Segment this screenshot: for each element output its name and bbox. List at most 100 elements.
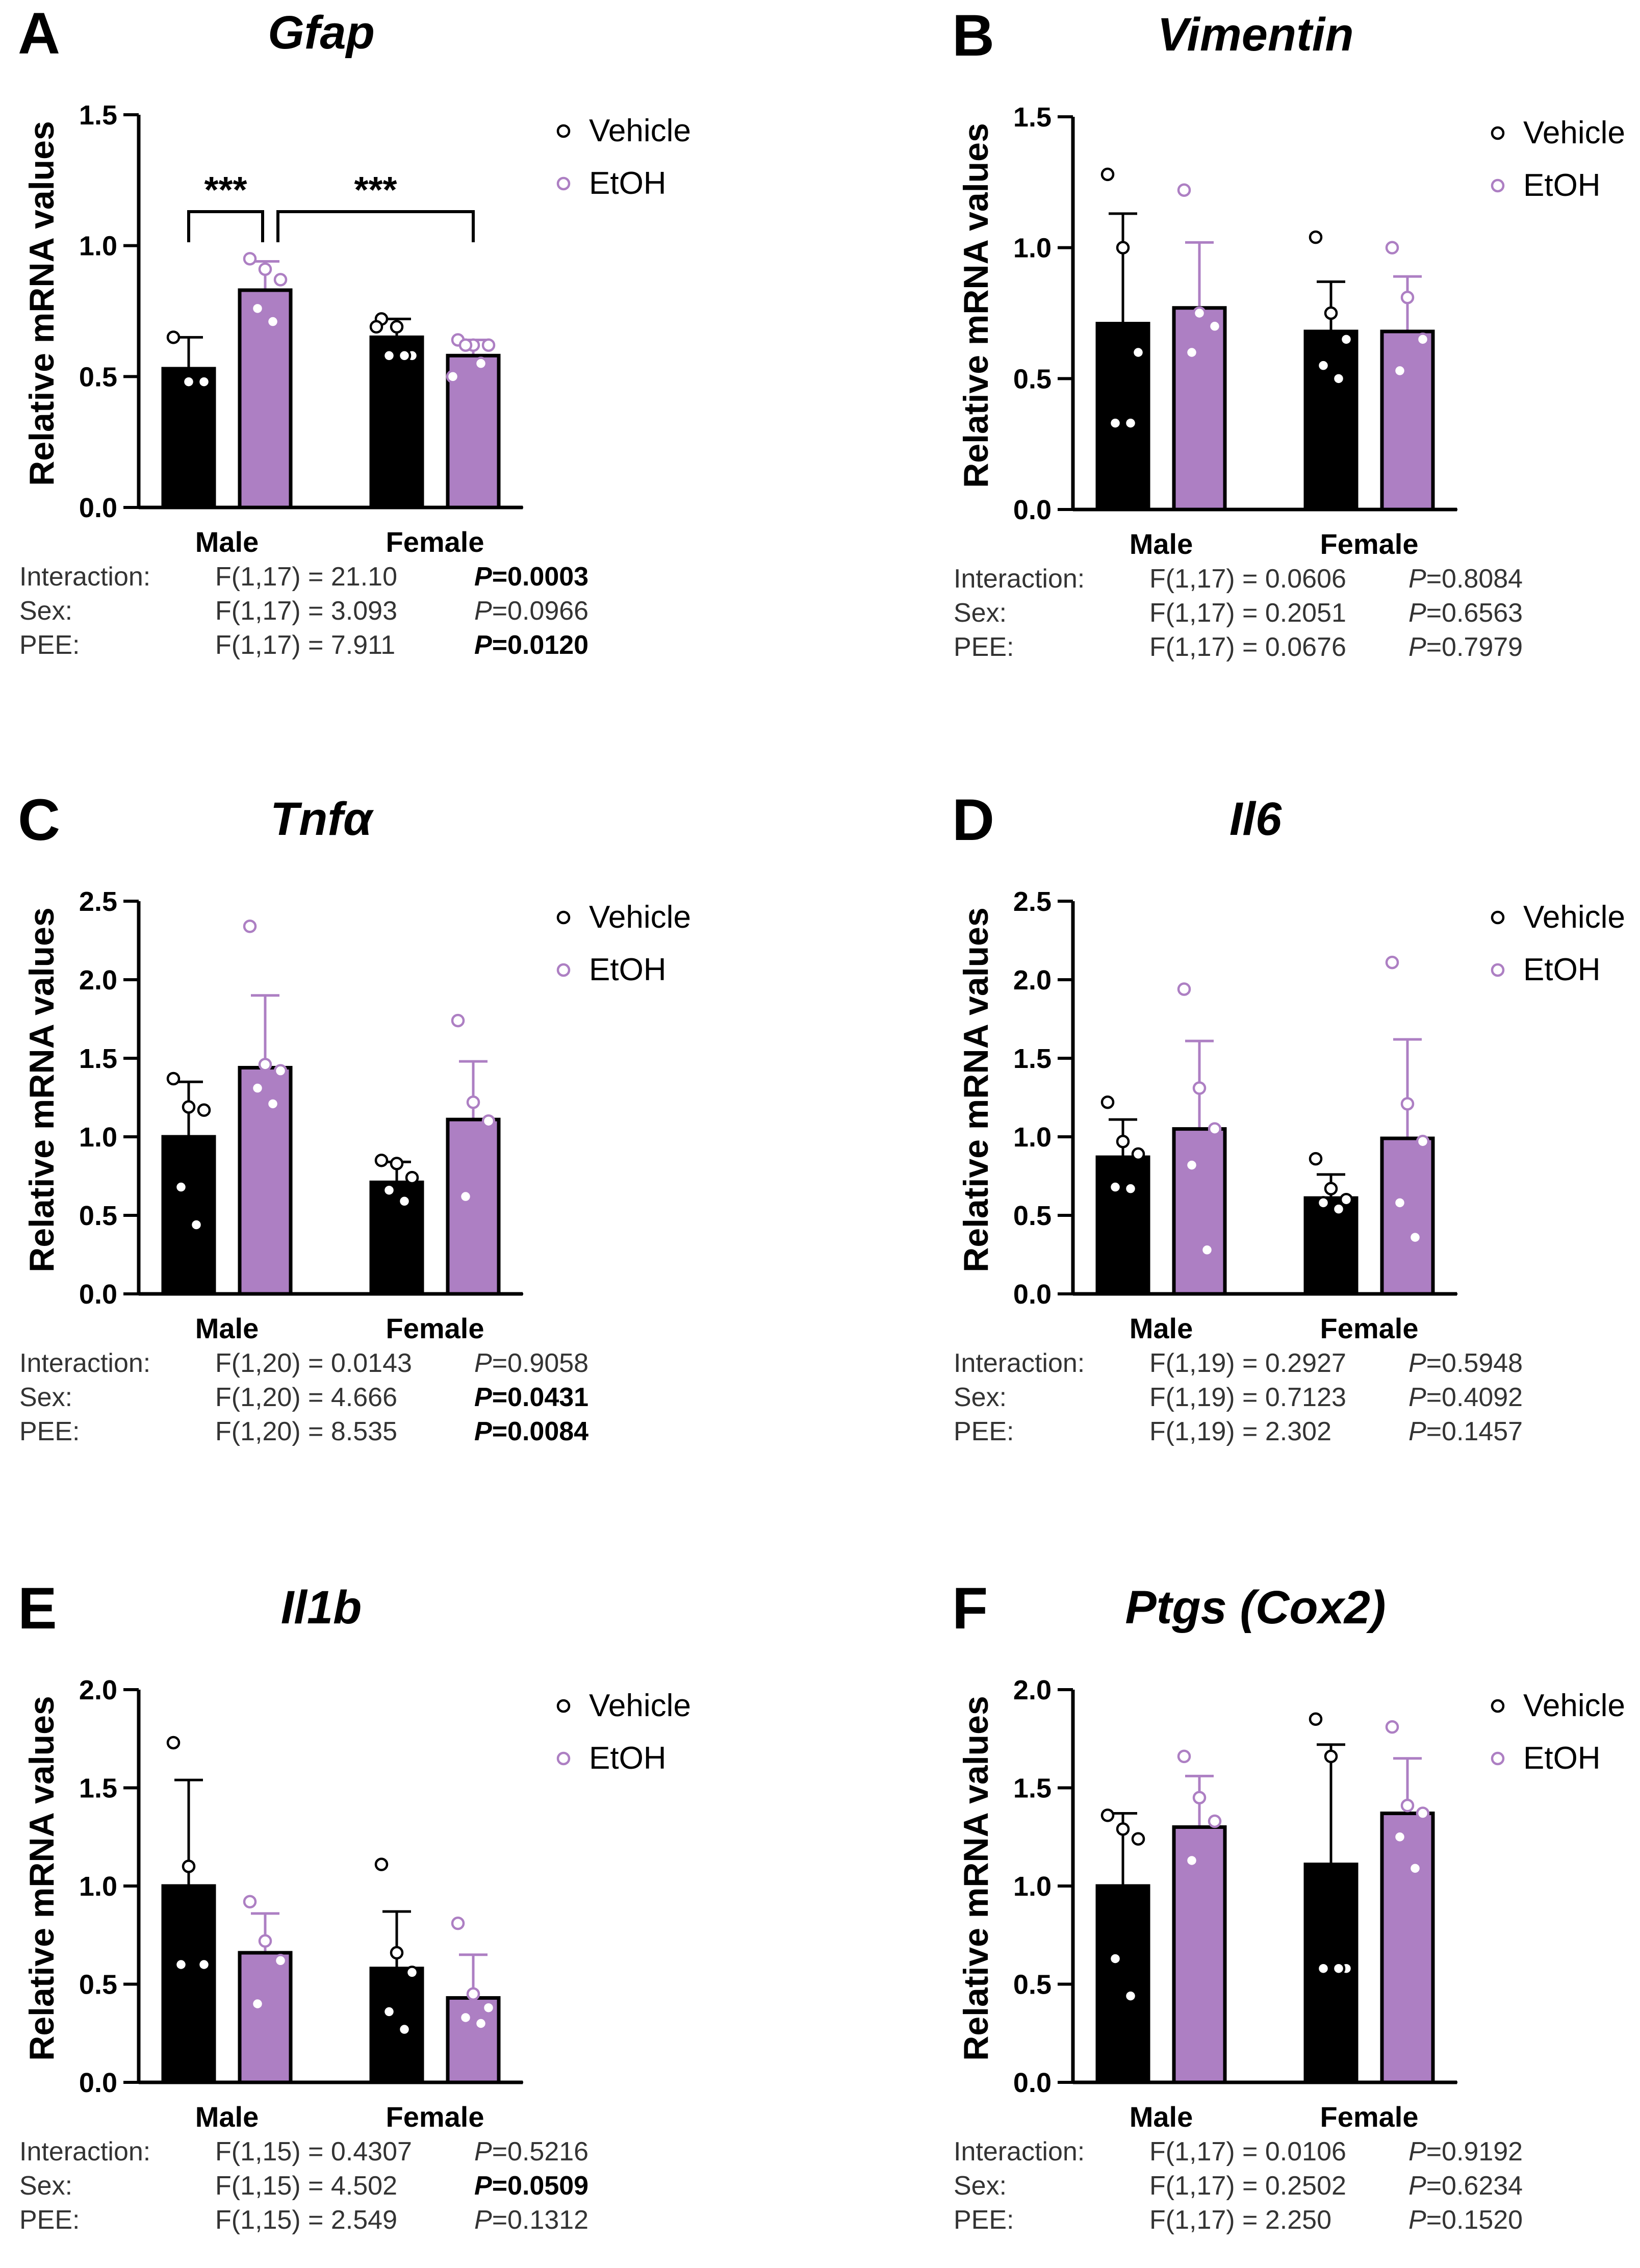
y-tick-label: 2.0: [79, 965, 117, 996]
panel-b: B Vimentin Relative mRNA values 0.0 0.5 1.0 1.…: [952, 3, 1625, 662]
legend-etoh-marker: [556, 1751, 571, 1766]
x-group-label: Male: [195, 526, 259, 558]
data-point: [390, 320, 404, 334]
data-point: [451, 1013, 465, 1028]
data-point: [458, 338, 473, 352]
data-point: [1131, 1832, 1145, 1846]
data-point: [182, 1859, 196, 1873]
panel-letter: F: [952, 1576, 988, 1641]
x-group-label: Female: [1320, 2101, 1419, 2133]
y-tick-label: 0.5: [79, 362, 117, 392]
y-tick-label: 2.0: [1013, 965, 1052, 996]
data-point: [1200, 1243, 1214, 1257]
panel-f: F Ptgs (Cox2) Relative mRNA values 0.0 0.5 1.…: [952, 1576, 1625, 2235]
data-point: [1416, 333, 1430, 346]
data-point: [1131, 345, 1145, 360]
stat-term: Interaction:: [954, 2137, 1085, 2167]
stat-f: F(1,15) = 4.502: [215, 2171, 397, 2201]
y-tick-label: 0.0: [1013, 495, 1052, 525]
y-axis-title: Relative mRNA values: [22, 121, 61, 486]
y-tick-label: 2.0: [1013, 1675, 1052, 1705]
x-group-label: Male: [195, 2101, 259, 2133]
data-point: [1324, 1749, 1338, 1764]
data-point: [1108, 416, 1122, 430]
data-point: [458, 2010, 473, 2025]
data-point: [1393, 1830, 1407, 1844]
legend-etoh-label: EtOH: [589, 1741, 667, 1776]
stat-term: Interaction:: [19, 2137, 150, 2167]
data-point: [243, 252, 257, 266]
y-tick-label: 0.5: [79, 1970, 117, 2000]
bar-vehicle-female: [1303, 329, 1359, 512]
data-point: [243, 920, 257, 933]
data-point: [1192, 1081, 1207, 1095]
data-point: [1185, 345, 1199, 360]
data-point: [1331, 1961, 1346, 1975]
stat-f: F(1,15) = 2.549: [215, 2205, 397, 2235]
stat-p: P=0.0003: [474, 562, 588, 592]
stat-p: P=0.1457: [1408, 1417, 1523, 1446]
data-point: [1100, 1095, 1115, 1109]
data-point: [1208, 1122, 1222, 1136]
legend-vehicle-label: Vehicle: [1523, 1688, 1625, 1723]
data-point: [1123, 1182, 1138, 1195]
stat-term: Sex:: [19, 596, 72, 626]
data-point: [1385, 1720, 1399, 1734]
legend-vehicle-label: Vehicle: [589, 113, 691, 148]
data-point: [382, 349, 396, 363]
stat-f: F(1,20) = 8.535: [215, 1417, 397, 1446]
stat-f: F(1,17) = 0.0106: [1149, 2137, 1346, 2167]
stat-term: PEE:: [954, 1417, 1014, 1446]
data-point: [266, 315, 280, 328]
y-axis-title: Relative mRNA values: [22, 1696, 61, 2061]
data-point: [273, 1954, 288, 1968]
y-tick-label: 1.0: [1013, 1871, 1052, 1902]
stat-term: Interaction:: [19, 562, 150, 592]
stat-f: F(1,20) = 4.666: [215, 1383, 397, 1412]
panel-d: D Il6 Relative mRNA values 0.0 0.5 1.0 1.5 2.0 2…: [952, 787, 1625, 1446]
data-point: [250, 1997, 265, 2011]
data-point: [1309, 230, 1323, 244]
y-tick-label: 1.0: [79, 231, 117, 262]
stat-p: P=0.1312: [474, 2205, 588, 2235]
y-tick-label: 2.5: [79, 886, 117, 917]
stat-p: P=0.4092: [1408, 1383, 1523, 1412]
data-point: [273, 1064, 288, 1078]
data-point: [182, 375, 196, 389]
data-point: [1416, 1134, 1430, 1149]
bar-etoh-male: [1172, 1127, 1227, 1296]
stat-term: Sex:: [19, 2171, 72, 2201]
data-point: [1324, 306, 1338, 320]
bar-etoh-male: [238, 288, 293, 509]
data-point: [1400, 1097, 1415, 1111]
y-tick-label: 2.0: [79, 1675, 117, 1705]
y-axis-title: Relative mRNA values: [957, 907, 995, 1272]
data-point: [174, 1957, 188, 1972]
gene-title: Il6: [1229, 793, 1282, 845]
stat-p: P=0.0084: [474, 1417, 588, 1446]
gene-title: Gfap: [268, 7, 375, 59]
stat-f: F(1,17) = 3.093: [215, 596, 397, 626]
data-point: [397, 349, 412, 363]
y-tick-label: 1.0: [1013, 233, 1052, 264]
y-axis-title: Relative mRNA values: [22, 907, 61, 1272]
data-point: [1116, 241, 1130, 254]
bar-etoh-female: [1380, 329, 1435, 512]
data-point: [1177, 1749, 1191, 1764]
x-group-label: Male: [1130, 2101, 1193, 2133]
stat-p: P=0.9192: [1408, 2137, 1523, 2167]
y-tick-label: 1.5: [1013, 1773, 1052, 1804]
data-point: [182, 1100, 196, 1114]
data-point: [166, 1072, 181, 1086]
data-point: [481, 1114, 496, 1128]
bar-etoh-male: [1172, 306, 1227, 512]
bar-etoh-male: [1172, 1825, 1227, 2084]
panel-a: A Gfap Relative mRNA values 0.0 0.5 1.0 1.5 Mal…: [18, 1, 691, 660]
legend-etoh-label: EtOH: [589, 166, 667, 201]
data-point: [1177, 982, 1191, 996]
data-point: [474, 356, 488, 370]
data-point: [1393, 1196, 1407, 1210]
legend-vehicle-marker: [1491, 126, 1505, 140]
data-point: [1309, 1152, 1323, 1166]
